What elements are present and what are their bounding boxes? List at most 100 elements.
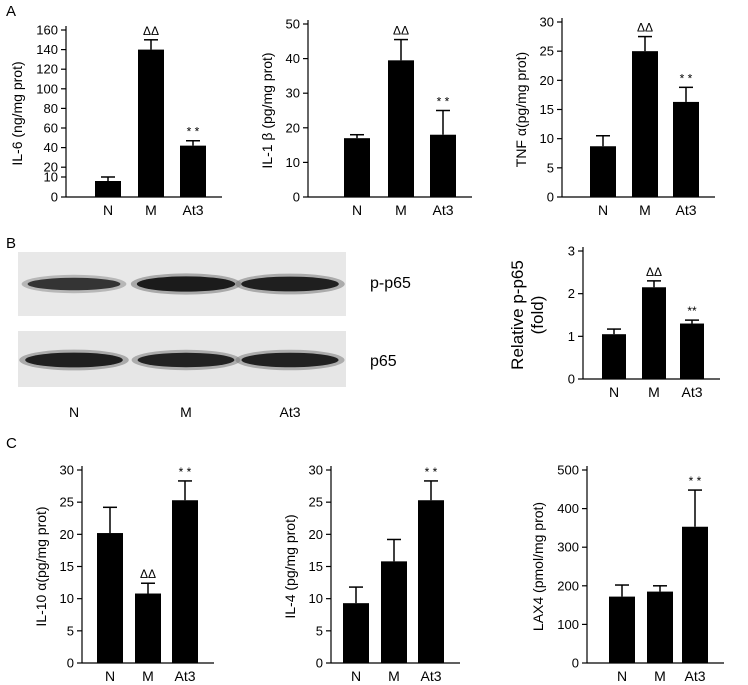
y-axis-label: IL-10 α(pg/mg prot)	[33, 506, 49, 626]
bar-n	[343, 603, 369, 663]
bar-m	[381, 561, 407, 663]
y-tick-label: 30	[286, 86, 300, 101]
y-axis-label-unit: (fold)	[528, 296, 547, 335]
y-tick-label: 0	[51, 190, 58, 205]
category-label-at3: At3	[420, 668, 441, 684]
panel-label-b: B	[6, 235, 16, 252]
y-tick-label: 2	[568, 286, 575, 301]
y-axis-label: IL-1 β (pg/mg prot)	[259, 52, 275, 168]
significance-m: ΔΔ	[143, 24, 159, 38]
y-tick-label: 10	[44, 170, 58, 185]
blot-lane-at3: At3	[279, 404, 300, 420]
y-tick-label: 0	[568, 372, 575, 387]
chart-2: 0 10 20 30 40 50 IL-1 β (pg/mg prot) N ΔΔ M * * At3	[259, 17, 472, 218]
y-tick-label: 30	[60, 463, 74, 478]
bar-at3	[172, 500, 198, 663]
y-tick-label: 30	[540, 15, 554, 30]
bar-at3	[682, 526, 708, 663]
y-tick-label: 50	[286, 17, 300, 32]
significance-at3: * *	[179, 465, 192, 479]
category-label-at3: At3	[432, 202, 453, 218]
bar-n	[97, 533, 123, 663]
y-tick-label: 0	[316, 656, 323, 671]
chart-5: 0 5 10 15 20 25 30 IL-10 α(pg/mg prot) N ΔΔ M * * At…	[33, 463, 214, 684]
blot-label-p-p65: p-p65	[370, 275, 411, 292]
y-tick-label: 20	[309, 527, 323, 542]
y-axis-label: TNF α(pg/mg prot)	[513, 52, 529, 167]
blot-lane-m: M	[180, 404, 192, 420]
bar-m	[388, 60, 414, 197]
y-axis-label: Relative p-p65	[508, 260, 527, 370]
bar-at3	[680, 323, 704, 379]
chart-3: 0 5 10 15 20 25 30 TNF α(pg/mg prot) N ΔΔ M * * At3	[513, 15, 715, 218]
bar-m	[647, 591, 673, 663]
y-tick-label: 0	[547, 190, 554, 205]
bar-m	[632, 51, 658, 197]
panel-label-c: C	[6, 435, 17, 452]
y-tick-label: 20	[540, 73, 554, 88]
panel-label-a: A	[6, 3, 16, 20]
blot-band-p65-at3	[241, 352, 339, 368]
bar-at3	[673, 101, 699, 197]
bar-m	[135, 593, 161, 663]
significance-at3: * *	[425, 465, 438, 479]
significance-m: ΔΔ	[140, 567, 156, 581]
category-label-n: N	[351, 668, 361, 684]
bar-n	[590, 146, 616, 197]
y-tick-label: 300	[557, 540, 579, 555]
category-label-at3: At3	[182, 202, 203, 218]
category-label-m: M	[388, 668, 400, 684]
category-label-n: N	[105, 668, 115, 684]
category-label-n: N	[598, 202, 608, 218]
western-blot: p-p65 p65 N M At3	[18, 252, 411, 420]
y-tick-label: 10	[309, 591, 323, 606]
y-tick-label: 200	[557, 578, 579, 593]
y-tick-label: 25	[540, 44, 554, 59]
y-tick-label: 0	[293, 190, 300, 205]
category-label-at3: At3	[681, 384, 702, 400]
y-tick-label: 5	[547, 160, 554, 175]
bar-at3	[430, 134, 456, 197]
significance-at3: * *	[187, 125, 200, 139]
bar-n	[602, 334, 626, 379]
category-label-m: M	[648, 384, 660, 400]
y-tick-label: 160	[36, 23, 58, 38]
y-axis-label: LAX4 (pmol/mg prot)	[530, 502, 546, 631]
y-tick-label: 10	[540, 131, 554, 146]
significance-m: ΔΔ	[393, 24, 409, 38]
chart-6: 0 5 10 15 20 25 30 IL-4 (pg/mg prot) N M * * At3	[282, 463, 460, 684]
y-tick-label: 100	[36, 81, 58, 96]
y-tick-label: 400	[557, 501, 579, 516]
significance-at3: **	[687, 304, 697, 318]
y-tick-label: 0	[67, 656, 74, 671]
bar-n	[95, 181, 121, 197]
y-tick-label: 3	[568, 244, 575, 259]
chart-7: 0 100 200 300 400 500 LAX4 (pmol/mg prot) N M * *…	[530, 463, 724, 684]
y-axis-label: IL-6 (ng/mg prot)	[9, 61, 25, 165]
category-label-at3: At3	[675, 202, 696, 218]
category-label-n: N	[103, 202, 113, 218]
blot-label-p65: p65	[370, 353, 397, 370]
blot-band-p65-n	[25, 352, 123, 368]
significance-m: ΔΔ	[646, 265, 662, 279]
y-tick-label: 40	[286, 51, 300, 66]
category-label-m: M	[654, 668, 666, 684]
y-tick-label: 10	[286, 155, 300, 170]
category-label-m: M	[395, 202, 407, 218]
blot-lane-n: N	[69, 404, 79, 420]
y-tick-label: 140	[36, 42, 58, 57]
y-tick-label: 20	[44, 160, 58, 175]
bar-n	[609, 596, 635, 663]
y-axis-label: IL-4 (pg/mg prot)	[282, 514, 298, 618]
category-label-n: N	[352, 202, 362, 218]
category-label-m: M	[142, 668, 154, 684]
category-label-at3: At3	[684, 668, 705, 684]
bar-m	[138, 49, 164, 197]
chart-4: 0 1 2 3 Relative p-p65 (fold) N ΔΔ M ** At3	[508, 244, 720, 400]
y-tick-label: 15	[309, 559, 323, 574]
category-label-n: N	[617, 668, 627, 684]
y-tick-label: 25	[60, 495, 74, 510]
